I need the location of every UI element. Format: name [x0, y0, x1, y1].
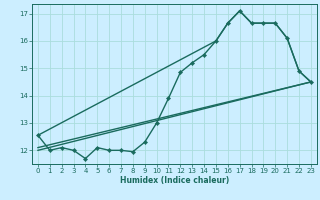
- X-axis label: Humidex (Indice chaleur): Humidex (Indice chaleur): [120, 176, 229, 185]
